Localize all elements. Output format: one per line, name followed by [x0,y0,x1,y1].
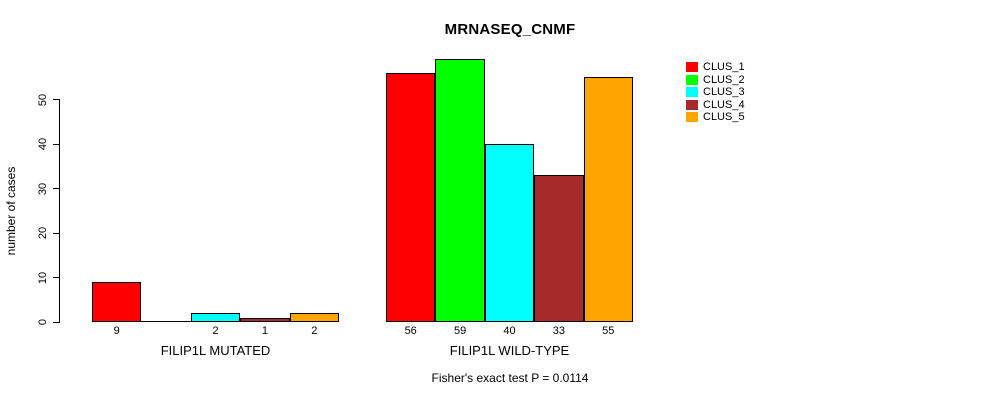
bar [386,72,436,322]
bar-value-label: 33 [552,325,566,337]
y-tick-label: 10 [37,271,49,284]
y-tick-label: 50 [37,93,49,106]
bar-value-label: 55 [602,325,615,337]
y-axis-label: number of cases [4,166,18,256]
bar-value-label: 59 [453,325,467,337]
y-tick [53,321,60,323]
bar [289,313,339,322]
group-label: FILIP1L WILD-TYPE [449,343,570,358]
y-axis-line [59,99,60,323]
legend-label: CLUS_2 [703,73,745,86]
legend-item: CLUS_5 [686,111,745,123]
legend-item: CLUS_2 [686,74,745,86]
legend-swatch [686,74,698,85]
legend-swatch [686,87,698,98]
legend-swatch [686,99,698,110]
bar-value-label: 2 [311,325,318,337]
y-tick [53,277,60,278]
chart-title: MRNASEQ_CNMF [444,21,576,38]
y-tick [53,143,60,145]
bar [534,175,584,322]
bar [190,313,241,322]
legend-label: CLUS_5 [703,111,745,124]
y-tick-label: 40 [37,137,49,151]
bar-value-label: 9 [113,325,120,337]
bar-value-label: 2 [212,325,219,337]
y-tick [53,99,60,100]
bar-value-label: 40 [503,325,516,337]
group-label: FILIP1L MUTATED [160,343,271,358]
bar [92,281,142,322]
legend-swatch [686,62,698,72]
bar-value-label: 56 [404,325,417,337]
y-tick-label: 20 [37,226,49,240]
bar [583,77,633,322]
y-tick-label: 30 [37,182,49,195]
legend-label: CLUS_1 [703,61,745,73]
bar-value-label: 1 [261,325,268,337]
legend-label: CLUS_3 [703,86,745,99]
legend-label: CLUS_4 [703,98,745,111]
bar [141,321,191,322]
legend-item: CLUS_3 [686,86,745,98]
legend-item: CLUS_1 [686,61,745,73]
bar [484,144,535,322]
bar [435,59,485,322]
legend-swatch [686,112,698,123]
y-tick [53,232,60,234]
y-tick-label: 0 [37,318,49,326]
legend-item: CLUS_4 [686,99,745,111]
annotation-text: Fisher's exact test P = 0.0114 [431,371,589,385]
y-tick [53,188,60,189]
bar [240,317,290,322]
